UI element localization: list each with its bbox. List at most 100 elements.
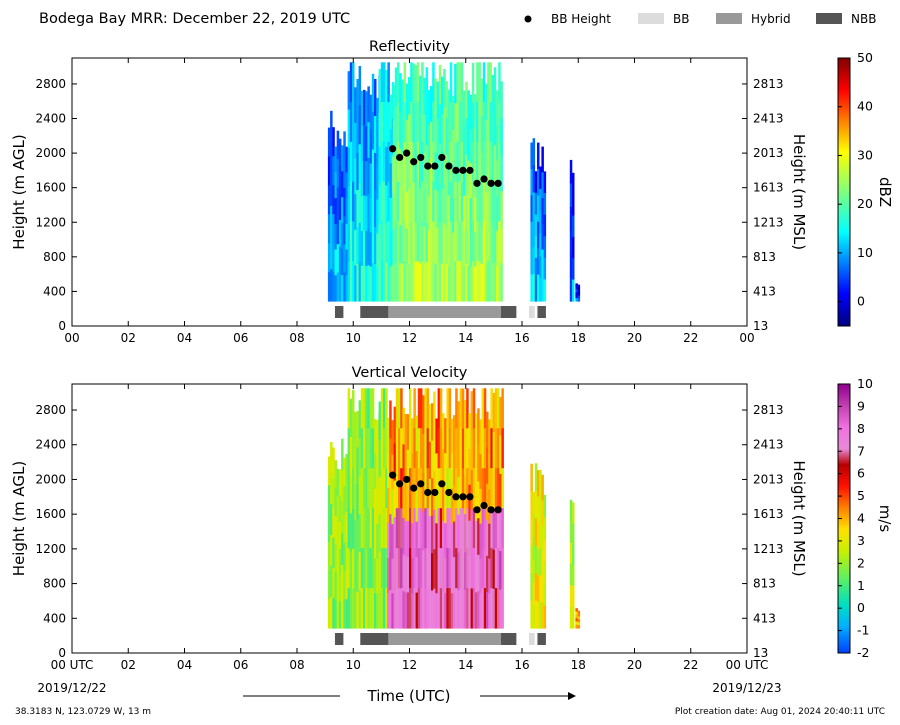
colorbar-tick-label: 3	[857, 533, 865, 548]
x-tick-label: 04	[177, 658, 192, 672]
x-tick-label: 18	[571, 658, 586, 672]
y-tick-label: 400	[43, 611, 66, 625]
y-tick-right-label: 813	[753, 577, 776, 591]
bb-type-segment	[360, 306, 389, 318]
bb-height-point	[452, 493, 460, 501]
bb-type-segment	[388, 306, 501, 318]
bb-height-point	[438, 480, 446, 488]
y-tick-label: 0	[58, 319, 66, 333]
y-axis-right-label: Height (m MSL)	[790, 460, 808, 576]
x-tick-label: 06	[233, 658, 248, 672]
creation-date-text: Plot creation date: Aug 01, 2024 20:40:1…	[675, 707, 885, 717]
bb-height-point	[473, 179, 481, 187]
y-tick-right-label: 13	[753, 646, 768, 660]
x-tick-label: 12	[402, 331, 417, 345]
y-tick-right-label: 13	[753, 319, 768, 333]
y-tick-label: 2000	[35, 472, 66, 486]
colorbar-tick-label: 0	[857, 294, 865, 309]
y-tick-label: 2000	[35, 146, 66, 160]
bb-type-segment	[529, 306, 535, 318]
y-tick-label: 400	[43, 284, 66, 298]
x-tick-label: 10	[346, 658, 361, 672]
legend-swatch	[638, 13, 664, 24]
heatmap-columns	[327, 62, 581, 302]
x-tick-label: 02	[121, 331, 136, 345]
bb-type-segment	[500, 306, 517, 318]
x-tick-label: 22	[683, 331, 698, 345]
bb-type-segment	[529, 633, 535, 645]
y-tick-label: 2400	[35, 112, 66, 126]
colorbar-tick-label: 20	[857, 196, 873, 211]
colorbar	[837, 57, 851, 327]
y-tick-label: 0	[58, 646, 66, 660]
y-tick-right-label: 2813	[753, 403, 784, 417]
legend-label: NBB	[851, 12, 876, 26]
y-axis-label: Height (m AGL)	[10, 134, 28, 249]
bb-type-segment	[360, 633, 389, 645]
colorbar-tick-label: 0	[857, 600, 865, 615]
x-tick-label: 16	[514, 331, 529, 345]
header-legend: BB Height BB Hybrid NBB	[524, 12, 876, 26]
colorbar-tick-label: 4	[857, 511, 865, 526]
legend-label: Hybrid	[751, 12, 791, 26]
bb-height-point	[473, 506, 481, 514]
x-tick-label: 08	[289, 658, 304, 672]
bb-height-point	[466, 493, 474, 501]
heatmap-segment	[569, 499, 575, 629]
bb-height-point	[459, 493, 467, 501]
x-tick-label: 18	[571, 331, 586, 345]
x-tick-label: 20	[627, 658, 642, 672]
figure-title: Bodega Bay MRR: December 22, 2019 UTC	[39, 11, 350, 27]
bb-height-point	[410, 158, 418, 166]
bb-type-segment	[500, 633, 517, 645]
colorbar-tick-label: 40	[857, 99, 873, 114]
bb-height-point	[417, 153, 425, 162]
bb-height-point	[424, 162, 432, 170]
x-tick-label: 06	[233, 331, 248, 345]
x-tick-label: 00 UTC	[51, 658, 94, 672]
y-tick-label: 2800	[35, 403, 66, 417]
legend-label: BB Height	[551, 12, 611, 26]
date-end: 2019/12/23	[712, 681, 781, 695]
heatmap-segment	[392, 62, 503, 302]
bb-height-point	[494, 179, 502, 187]
y-tick-label: 800	[43, 577, 66, 591]
colorbar-tick-label: 5	[857, 488, 865, 503]
bb-height-point	[445, 162, 453, 170]
y-tick-label: 1200	[35, 215, 66, 229]
heatmap-segment	[327, 110, 348, 302]
colorbar-tick-label: 1	[857, 578, 865, 593]
colorbar-tick-label: 7	[857, 443, 865, 458]
bb-height-point	[389, 471, 397, 479]
y-tick-label: 2800	[35, 77, 66, 91]
bb-height-point	[431, 488, 439, 497]
x-tick-label: 04	[177, 331, 192, 345]
x-tick-label: 20	[627, 331, 642, 345]
bb-height-point	[480, 175, 488, 183]
bb-height-point	[403, 149, 411, 157]
heatmap-columns	[327, 388, 581, 629]
y-axis-label: Height (m AGL)	[10, 461, 28, 576]
bb-height-point	[417, 480, 425, 488]
heatmap-segment	[347, 62, 381, 302]
bb-type-segment	[334, 306, 344, 318]
heatmap-segment	[530, 463, 547, 629]
bb-height-point	[431, 162, 439, 170]
heatmap-segment	[530, 138, 547, 302]
y-tick-right-label: 413	[753, 611, 776, 625]
colorbar-tick-label: 50	[857, 50, 873, 65]
y-tick-label: 800	[43, 250, 66, 264]
bb-height-point	[459, 166, 467, 174]
heatmap-segment	[387, 388, 504, 629]
y-tick-right-label: 2413	[753, 112, 784, 126]
x-tick-label: 14	[458, 331, 473, 345]
y-tick-right-label: 1213	[753, 542, 784, 556]
y-tick-label: 2400	[35, 438, 66, 452]
colorbar-tick-label: 10	[857, 376, 873, 391]
y-tick-right-label: 2013	[753, 472, 784, 486]
location-text: 38.3183 N, 123.0729 W, 13 m	[15, 707, 151, 717]
bb-height-point	[396, 480, 404, 488]
